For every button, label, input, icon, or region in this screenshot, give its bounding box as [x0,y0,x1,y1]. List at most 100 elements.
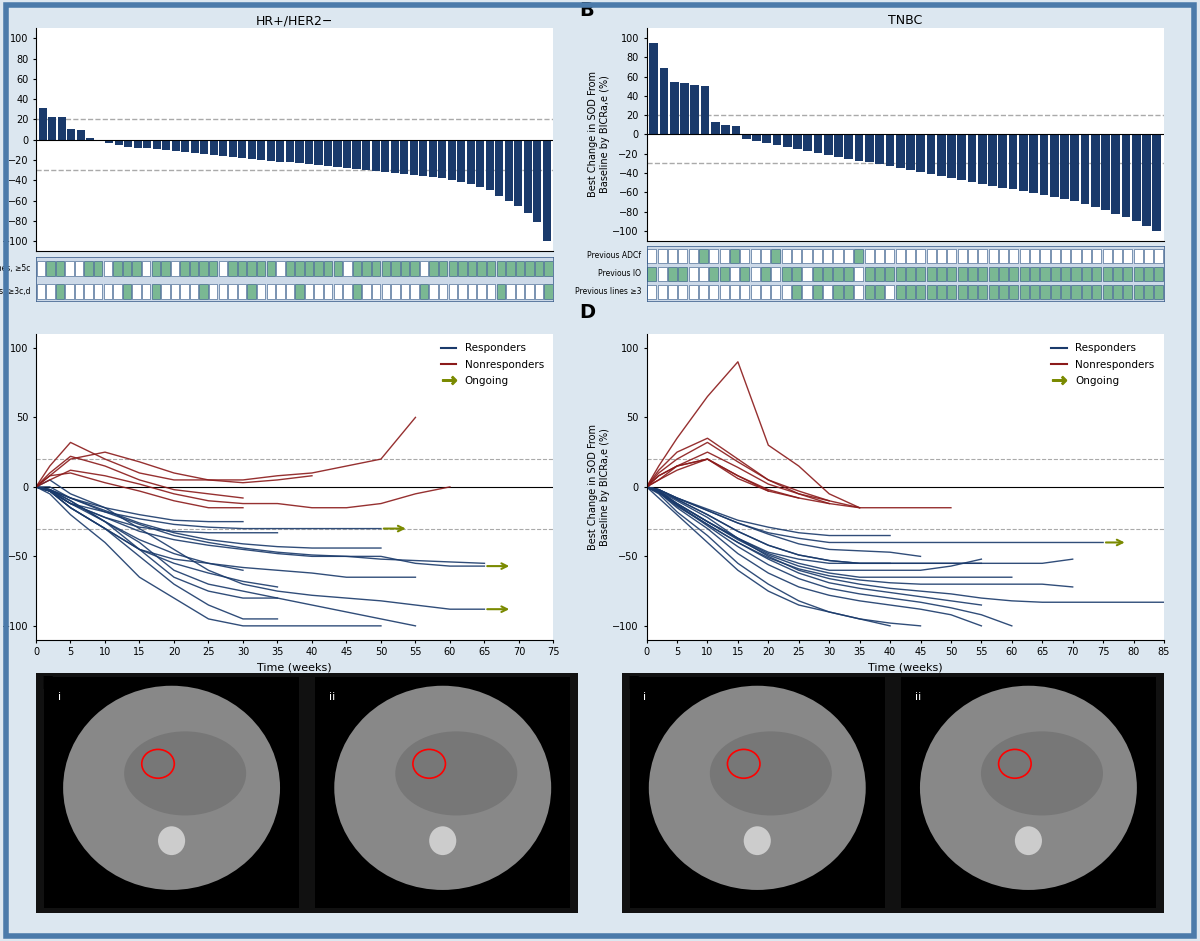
Bar [516,283,524,299]
Bar [710,122,720,135]
Bar [844,266,853,280]
Bar [478,261,486,277]
Bar [751,249,760,263]
Bar [44,678,299,908]
Bar [1134,285,1142,298]
Bar [449,261,457,277]
Bar [792,285,802,298]
Bar [382,283,390,299]
Bar [1144,266,1153,280]
Bar [1082,285,1091,298]
Bar [630,678,884,908]
Ellipse shape [649,686,865,890]
Ellipse shape [124,731,246,816]
Bar [701,87,709,135]
Ellipse shape [1015,826,1042,855]
Bar [1144,285,1153,298]
Bar [1112,249,1122,263]
Bar [772,285,780,298]
Bar [353,261,361,277]
Bar [730,249,739,263]
Bar [668,249,677,263]
Bar [1103,285,1111,298]
Bar [324,140,332,167]
Bar [740,285,750,298]
Bar [678,249,688,263]
Bar [678,266,688,280]
Bar [170,283,179,299]
Bar [678,285,688,298]
Bar [36,283,46,299]
Bar [391,283,400,299]
Bar [864,266,874,280]
Bar [161,261,169,277]
Bar [1009,135,1018,189]
Bar [752,135,761,141]
Bar [1019,135,1027,191]
Bar [730,285,739,298]
Bar [886,266,894,280]
Bar [247,283,256,299]
Bar [428,140,437,177]
Bar [276,261,284,277]
Bar [698,285,708,298]
Bar [487,283,496,299]
Bar [343,283,352,299]
Bar [803,135,812,151]
Bar [1082,249,1091,263]
X-axis label: Time (weeks): Time (weeks) [868,663,942,673]
Bar [535,261,544,277]
Ellipse shape [920,686,1136,890]
Bar [742,135,750,139]
Bar [958,266,967,280]
Bar [751,285,760,298]
Bar [142,261,150,277]
Bar [658,266,667,280]
Bar [468,261,476,277]
Bar [467,140,475,184]
Bar [74,261,83,277]
Bar [917,266,925,280]
Bar [1144,249,1153,263]
Bar [218,283,227,299]
Bar [314,261,323,277]
Bar [812,249,822,263]
Bar [1061,249,1070,263]
Bar [542,140,551,241]
Bar [740,249,750,263]
Bar [947,249,956,263]
Bar [1009,266,1019,280]
Bar [761,285,770,298]
Bar [761,249,770,263]
Bar [917,249,925,263]
Bar [200,140,209,154]
Bar [698,249,708,263]
Text: B: B [580,1,594,20]
Bar [690,86,700,135]
Bar [875,266,884,280]
Bar [668,266,677,280]
Bar [58,118,66,140]
Bar [1030,285,1039,298]
Bar [762,135,772,143]
Bar [658,285,667,298]
Bar [170,261,179,277]
Bar [958,249,967,263]
Bar [449,283,457,299]
Bar [1030,249,1039,263]
Bar [122,261,131,277]
Bar [968,266,977,280]
Bar [1060,135,1069,199]
Bar [1009,285,1019,298]
Bar [834,249,842,263]
Bar [895,249,905,263]
Bar [314,140,323,165]
Bar [978,135,986,183]
Bar [1051,266,1060,280]
Bar [401,283,409,299]
Bar [1051,249,1060,263]
Bar [343,140,352,168]
Ellipse shape [335,686,551,890]
Bar [854,249,863,263]
Bar [305,261,313,277]
